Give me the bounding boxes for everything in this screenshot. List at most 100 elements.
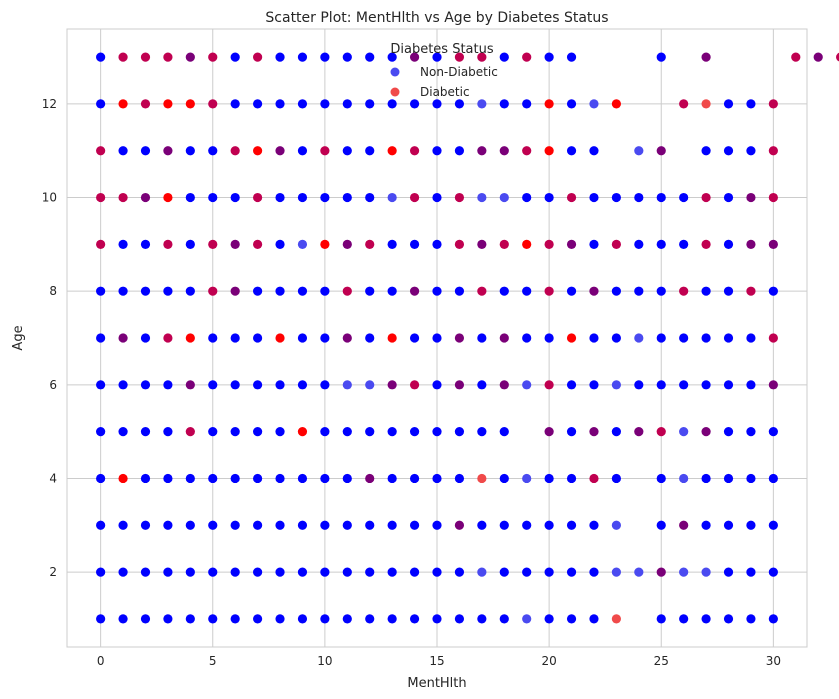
point-non-diabetic [185, 192, 195, 203]
point-mostly-diabetic [96, 146, 106, 156]
x-tick-label: 30 [766, 654, 781, 668]
point-mostly-diabetic [342, 286, 352, 296]
point-non-diabetic [342, 473, 352, 484]
point-non-diabetic [566, 427, 577, 437]
point-diabetic-sparse [701, 99, 711, 109]
point-non-diabetic [140, 473, 151, 484]
point-non-diabetic [768, 567, 778, 577]
point-non-diabetic [365, 333, 375, 343]
point-non-diabetic [185, 567, 195, 577]
point-overlap [185, 52, 195, 62]
point-non-diabetic [163, 286, 173, 296]
point-non-diabetic-sparse [701, 567, 711, 577]
point-non-diabetic [768, 427, 778, 437]
point-non-diabetic [544, 567, 554, 577]
point-non-diabetic [679, 192, 689, 203]
point-non-diabetic [656, 380, 666, 390]
point-non-diabetic-sparse [522, 380, 532, 390]
point-non-diabetic [365, 614, 375, 624]
point-non-diabetic [208, 192, 218, 203]
point-non-diabetic [499, 99, 509, 109]
point-non-diabetic [320, 52, 330, 62]
point-non-diabetic [365, 567, 375, 577]
point-non-diabetic [656, 473, 666, 484]
data-points [96, 52, 839, 624]
point-non-diabetic [723, 192, 734, 203]
point-non-diabetic [342, 614, 352, 624]
point-non-diabetic-sparse [589, 99, 599, 109]
point-diabetic [611, 99, 621, 109]
point-non-diabetic [140, 239, 151, 249]
point-non-diabetic [297, 146, 308, 156]
point-overlap [566, 239, 577, 249]
point-non-diabetic [723, 333, 734, 343]
point-non-diabetic [656, 333, 666, 343]
point-non-diabetic [275, 52, 285, 62]
point-non-diabetic [320, 614, 330, 624]
point-diabetic [253, 146, 263, 156]
point-non-diabetic [634, 286, 644, 296]
point-non-diabetic [454, 473, 465, 484]
point-non-diabetic [230, 567, 240, 577]
x-tick-label: 5 [209, 654, 217, 668]
point-mostly-diabetic [409, 192, 420, 203]
point-non-diabetic [566, 99, 577, 109]
point-non-diabetic [118, 567, 128, 577]
point-mostly-diabetic [768, 333, 778, 343]
point-mostly-diabetic [768, 146, 778, 156]
chart-title: Scatter Plot: MentHlth vs Age by Diabete… [265, 10, 608, 26]
point-diabetic [297, 427, 308, 437]
point-non-diabetic [746, 473, 756, 484]
point-non-diabetic [477, 520, 487, 530]
point-non-diabetic-sparse [634, 333, 644, 343]
point-non-diabetic [230, 473, 240, 484]
point-mostly-diabetic [230, 146, 240, 156]
point-diabetic [387, 333, 397, 343]
point-non-diabetic [208, 567, 218, 577]
point-overlap [163, 146, 173, 156]
point-overlap [589, 427, 599, 437]
point-non-diabetic [589, 520, 599, 530]
point-non-diabetic [365, 192, 375, 203]
point-non-diabetic-sparse [522, 614, 532, 624]
point-non-diabetic [409, 333, 420, 343]
x-tick-label: 25 [654, 654, 669, 668]
point-non-diabetic [454, 567, 465, 577]
point-non-diabetic [297, 473, 308, 484]
point-non-diabetic [96, 520, 106, 530]
point-non-diabetic [342, 52, 352, 62]
point-non-diabetic [589, 567, 599, 577]
point-diabetic [118, 99, 128, 109]
point-non-diabetic [589, 380, 599, 390]
point-non-diabetic [96, 52, 106, 62]
point-non-diabetic-sparse [477, 99, 487, 109]
point-non-diabetic [544, 192, 554, 203]
point-overlap [454, 333, 465, 343]
point-diabetic-sparse [611, 614, 621, 624]
point-mostly-diabetic [768, 99, 778, 109]
point-non-diabetic [566, 567, 577, 577]
point-non-diabetic [208, 146, 218, 156]
point-non-diabetic [118, 427, 128, 437]
point-non-diabetic [320, 520, 330, 530]
point-non-diabetic [387, 520, 397, 530]
point-non-diabetic [723, 473, 734, 484]
point-non-diabetic [499, 473, 509, 484]
point-non-diabetic [522, 333, 532, 343]
point-non-diabetic [723, 239, 734, 249]
point-overlap [342, 239, 352, 249]
point-non-diabetic-sparse [679, 473, 689, 484]
point-non-diabetic [679, 614, 689, 624]
point-non-diabetic [208, 473, 218, 484]
point-non-diabetic [746, 146, 756, 156]
point-non-diabetic [454, 427, 465, 437]
point-non-diabetic [320, 286, 330, 296]
point-mostly-diabetic [522, 146, 532, 156]
point-diabetic [320, 239, 330, 249]
point-non-diabetic [477, 333, 487, 343]
point-non-diabetic [409, 567, 420, 577]
point-non-diabetic [522, 567, 532, 577]
point-non-diabetic [701, 286, 711, 296]
point-non-diabetic [185, 520, 195, 530]
x-tick-label: 0 [97, 654, 105, 668]
